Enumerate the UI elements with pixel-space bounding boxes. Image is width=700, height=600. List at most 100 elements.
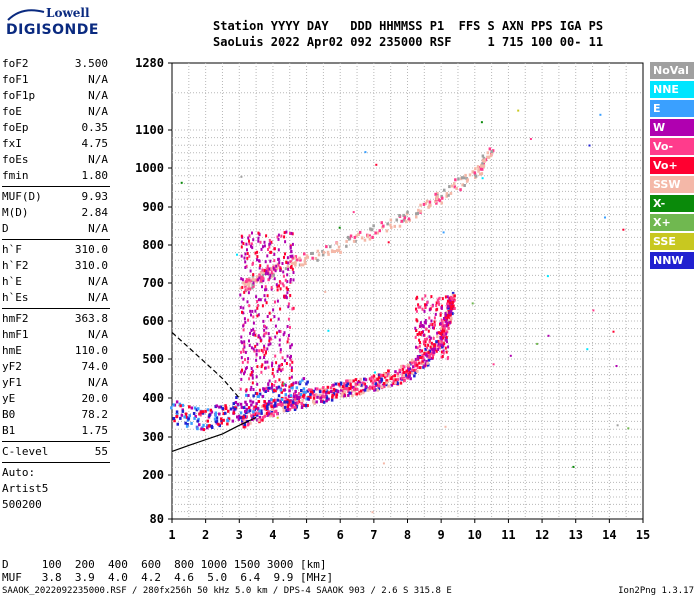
spread-point bbox=[260, 247, 263, 251]
echo-point-f bbox=[372, 386, 376, 390]
spread-point bbox=[245, 278, 248, 282]
echo-point-f bbox=[348, 391, 351, 395]
spread-point bbox=[273, 247, 276, 251]
echo-point-f bbox=[306, 404, 309, 407]
echo-point-f bbox=[436, 335, 439, 339]
spread-point-high bbox=[434, 312, 437, 316]
noise-point bbox=[546, 275, 549, 278]
echo-point-f bbox=[270, 405, 274, 409]
param-row: h`F2 310.0 bbox=[2, 258, 110, 274]
echo-point-f bbox=[450, 302, 454, 306]
spread-point bbox=[271, 364, 273, 368]
spread-point-high bbox=[424, 344, 427, 347]
spread-point bbox=[244, 288, 247, 292]
spread-point bbox=[263, 294, 266, 298]
echo-point-low bbox=[263, 400, 266, 403]
echo-point-low bbox=[232, 402, 235, 406]
echo-point-2f bbox=[249, 279, 252, 283]
spread-point bbox=[273, 315, 276, 319]
echo-point-2f bbox=[438, 199, 442, 203]
param-row: B1 1.75 bbox=[2, 423, 110, 439]
echo-point-2f bbox=[490, 150, 493, 153]
x-tick-label: 11 bbox=[501, 528, 515, 542]
spread-point bbox=[251, 231, 253, 235]
param-label: yF2 bbox=[2, 360, 22, 373]
param-label: h`F bbox=[2, 243, 22, 256]
spread-point bbox=[248, 239, 250, 243]
spread-point bbox=[266, 264, 269, 268]
spread-point bbox=[270, 271, 273, 274]
spread-point-high bbox=[415, 345, 417, 349]
spread-point-high bbox=[444, 315, 447, 319]
echo-point-f bbox=[408, 371, 412, 374]
echo-point-2f bbox=[468, 173, 472, 177]
echo-point-2f bbox=[407, 217, 411, 221]
param-separator bbox=[2, 239, 110, 240]
param-row: h`F 310.0 bbox=[2, 242, 110, 258]
spread-point-high bbox=[431, 354, 434, 358]
echo-point-f bbox=[287, 403, 290, 407]
spread-point bbox=[286, 288, 289, 291]
spread-point bbox=[243, 256, 246, 260]
spread-point bbox=[290, 366, 293, 370]
param-row: M(D) 2.84 bbox=[2, 205, 110, 221]
echo-point-f bbox=[396, 378, 400, 382]
spread-point-high bbox=[431, 326, 434, 330]
echo-point-2f bbox=[389, 223, 392, 227]
spread-point bbox=[266, 360, 269, 364]
spread-point bbox=[278, 284, 280, 288]
echo-point-low bbox=[289, 394, 293, 398]
param-value: 55 bbox=[94, 445, 108, 458]
spread-point-high bbox=[441, 321, 444, 325]
echo-point-f bbox=[416, 369, 419, 373]
spread-point bbox=[249, 331, 252, 335]
echo-point-low bbox=[305, 397, 308, 401]
echo-point-2f bbox=[435, 197, 439, 201]
spread-point bbox=[284, 383, 287, 387]
noise-point bbox=[592, 309, 595, 312]
echo-point-f bbox=[380, 385, 384, 389]
profile-curve-upper bbox=[171, 331, 240, 399]
spread-point-high bbox=[419, 305, 422, 309]
echo-point-low bbox=[210, 424, 213, 428]
spread-point-high bbox=[441, 355, 444, 358]
echo-point-2f bbox=[269, 266, 272, 270]
spread-point bbox=[253, 330, 256, 334]
echo-point-f bbox=[364, 385, 368, 389]
echo-point-2f bbox=[366, 234, 370, 238]
echo-point-low bbox=[196, 419, 199, 423]
echo-point-low bbox=[184, 412, 188, 416]
param-row: yF1 N/A bbox=[2, 375, 110, 391]
echo-point-f bbox=[403, 365, 406, 369]
spread-point-high bbox=[416, 355, 419, 358]
echo-point-f bbox=[418, 361, 421, 365]
echo-point-f bbox=[345, 387, 349, 391]
echo-point-low bbox=[299, 393, 303, 396]
echo-point-f bbox=[384, 373, 387, 377]
echo-point-f bbox=[278, 402, 281, 406]
echo-point-f bbox=[270, 410, 273, 414]
echo-point-2f bbox=[419, 203, 422, 207]
echo-point-low bbox=[251, 400, 255, 404]
echo-point-low bbox=[176, 422, 179, 426]
spread-point-high bbox=[431, 323, 434, 326]
spread-point bbox=[243, 317, 246, 321]
spread-point bbox=[252, 315, 255, 319]
spread-point bbox=[272, 308, 275, 312]
echo-point-f bbox=[300, 406, 304, 409]
spread-point bbox=[274, 300, 276, 304]
echo-point-low bbox=[198, 423, 201, 427]
echo-point-f bbox=[364, 378, 368, 382]
echo-point-f bbox=[256, 418, 259, 422]
echo-point-f bbox=[378, 373, 381, 377]
echo-point-2f bbox=[371, 235, 374, 239]
echo-point-low bbox=[185, 424, 189, 428]
echo-point-2f bbox=[314, 257, 318, 260]
spread-point bbox=[261, 304, 264, 308]
y-tick-label: 1280 bbox=[135, 56, 164, 70]
echo-point-f bbox=[376, 388, 379, 392]
echo-point-f bbox=[340, 394, 344, 398]
echo-point-f bbox=[371, 386, 375, 390]
echo-point-f bbox=[383, 372, 386, 375]
echo-point-2f bbox=[370, 228, 374, 232]
